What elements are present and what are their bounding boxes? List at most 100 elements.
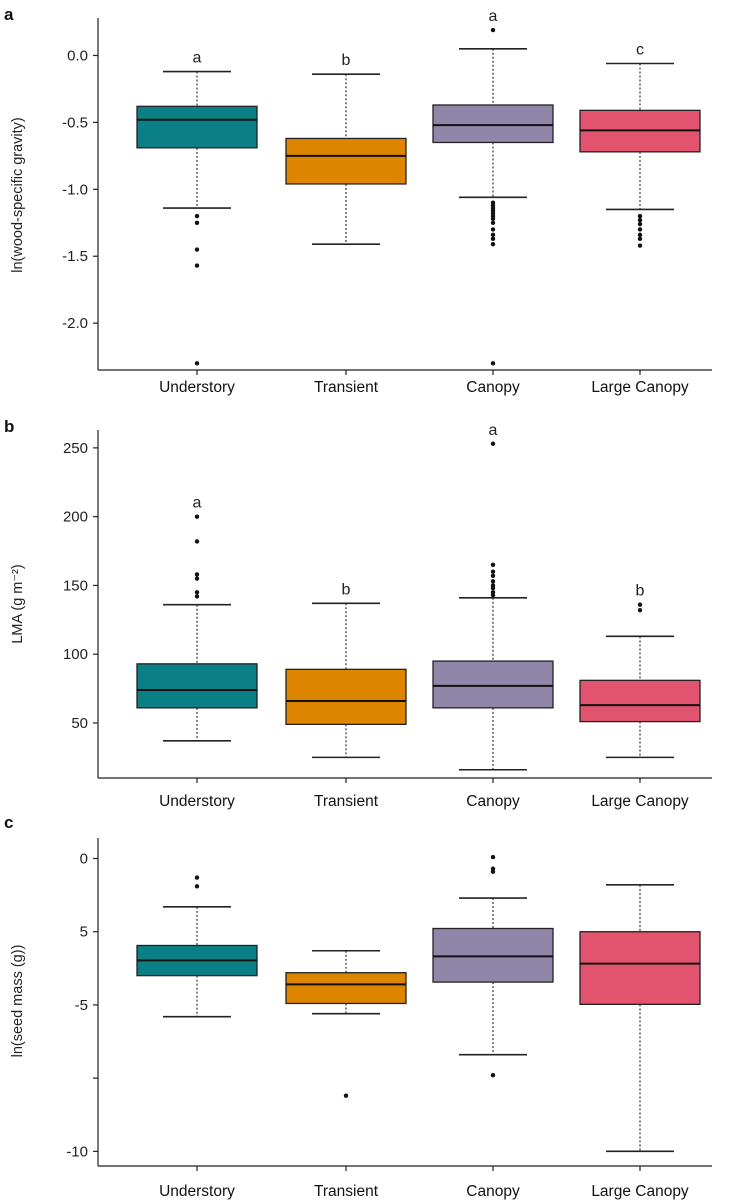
iqr-box [285,668,407,726]
x-tick-label: Large Canopy [591,1183,689,1200]
x-tick-label: Transient [314,1183,379,1200]
outlier-point [490,232,496,238]
iqr-box [432,660,554,709]
outlier-point [637,236,643,242]
significance-letter: a [489,422,498,439]
box-understory: a [136,50,258,366]
significance-letter: a [193,495,202,512]
box-large-canopy: b [579,583,701,759]
y-axis-label: LMA (g m⁻²) [10,564,26,643]
y-tick-label: 5 [80,924,88,941]
outlier-point [490,441,496,446]
box-large-canopy: c [579,42,701,248]
outlier-point [490,579,496,584]
y-tick-label: 200 [63,509,88,526]
outlier-point [490,241,496,247]
box-canopy [432,854,554,1078]
outlier-point [490,562,496,567]
outlier-point [194,247,200,252]
outlier-point [490,216,496,221]
x-tick-label: Canopy [466,793,520,810]
outlier-point [194,263,200,268]
panel-c: c 0 5 -5 -10 ln(seed mass (g)) Understory Trans… [4,813,712,1200]
y-tick-label: -10 [66,1143,88,1160]
outlier-point [194,594,200,599]
significance-letter: a [489,8,498,25]
outlier-point [637,221,643,227]
outlier-point [194,220,200,225]
y-tick-label: 250 [63,440,88,457]
outlier-point [490,236,496,242]
y-tick-label: -0.5 [62,114,88,131]
y-tick-label: 100 [63,646,88,663]
iqr-box [432,104,554,144]
box-canopy: a [432,422,554,771]
outlier-point [637,213,643,219]
y-tick-label: -1.5 [62,248,88,265]
box-large-canopy [579,884,701,1153]
outlier-point [490,227,496,232]
box-understory: a [136,495,258,742]
outlier-point [194,361,200,366]
box-transient [285,949,407,1098]
outlier-point [194,884,200,889]
significance-letter: b [636,583,645,600]
y-tick-label: 0.0 [67,47,88,64]
y-tick-label: 150 [63,577,88,594]
outlier-point [343,1093,349,1098]
outlier-point [194,576,200,581]
outlier-point [637,602,643,607]
x-tick-label: Large Canopy [591,793,689,810]
x-tick-label: Transient [314,793,379,810]
box-transient: b [285,52,407,245]
iqr-box [285,972,407,1005]
iqr-box [285,137,407,185]
panel-letter: c [4,813,13,832]
box-canopy: a [432,8,554,366]
outlier-point [194,539,200,544]
significance-letter: c [636,42,644,59]
panel-b: b 50 100 150 200 250 LMA (g m⁻²) a Understory b Tr… [4,417,712,810]
box-transient: b [285,581,407,759]
outlier-point [194,572,200,577]
x-tick-label: Understory [159,379,235,396]
outlier-point [490,361,496,366]
y-tick-label: 50 [71,715,88,732]
y-tick-label: 0 [80,851,88,868]
panel-letter: a [4,5,14,24]
y-tick-label: -5 [75,997,88,1014]
iqr-box [136,663,258,709]
outlier-point [490,27,496,33]
outlier-point [637,607,643,613]
y-axis-label: ln(seed mass (g)) [10,945,26,1058]
outlier-point [490,220,496,225]
outlier-point [490,1073,496,1078]
iqr-box [579,679,701,723]
x-tick-label: Canopy [466,379,520,396]
x-tick-label: Understory [159,1183,235,1200]
iqr-box [432,927,554,983]
outlier-point [194,875,200,880]
outlier-point [194,514,200,519]
outlier-point [490,590,496,595]
panel-a: a 0.0 -0.5 -1.0 -1.5 -2.0 ln(wood-specific gra… [4,5,712,396]
x-tick-label: Understory [159,793,235,810]
x-tick-label: Transient [314,379,379,396]
y-tick-label: -1.0 [62,181,88,198]
panel-letter: b [4,417,14,436]
significance-letter: b [342,52,351,69]
outlier-point [490,869,496,874]
x-tick-label: Large Canopy [591,379,689,396]
iqr-box [136,105,258,149]
y-tick-label: -2.0 [62,315,88,332]
outlier-point [490,583,496,588]
outlier-point [637,217,643,223]
outlier-point [490,854,496,860]
outlier-point [490,573,496,579]
iqr-box [579,931,701,1005]
outlier-point [194,590,200,595]
outlier-point [637,232,643,238]
outlier-point [490,569,496,574]
outlier-point [637,227,643,232]
